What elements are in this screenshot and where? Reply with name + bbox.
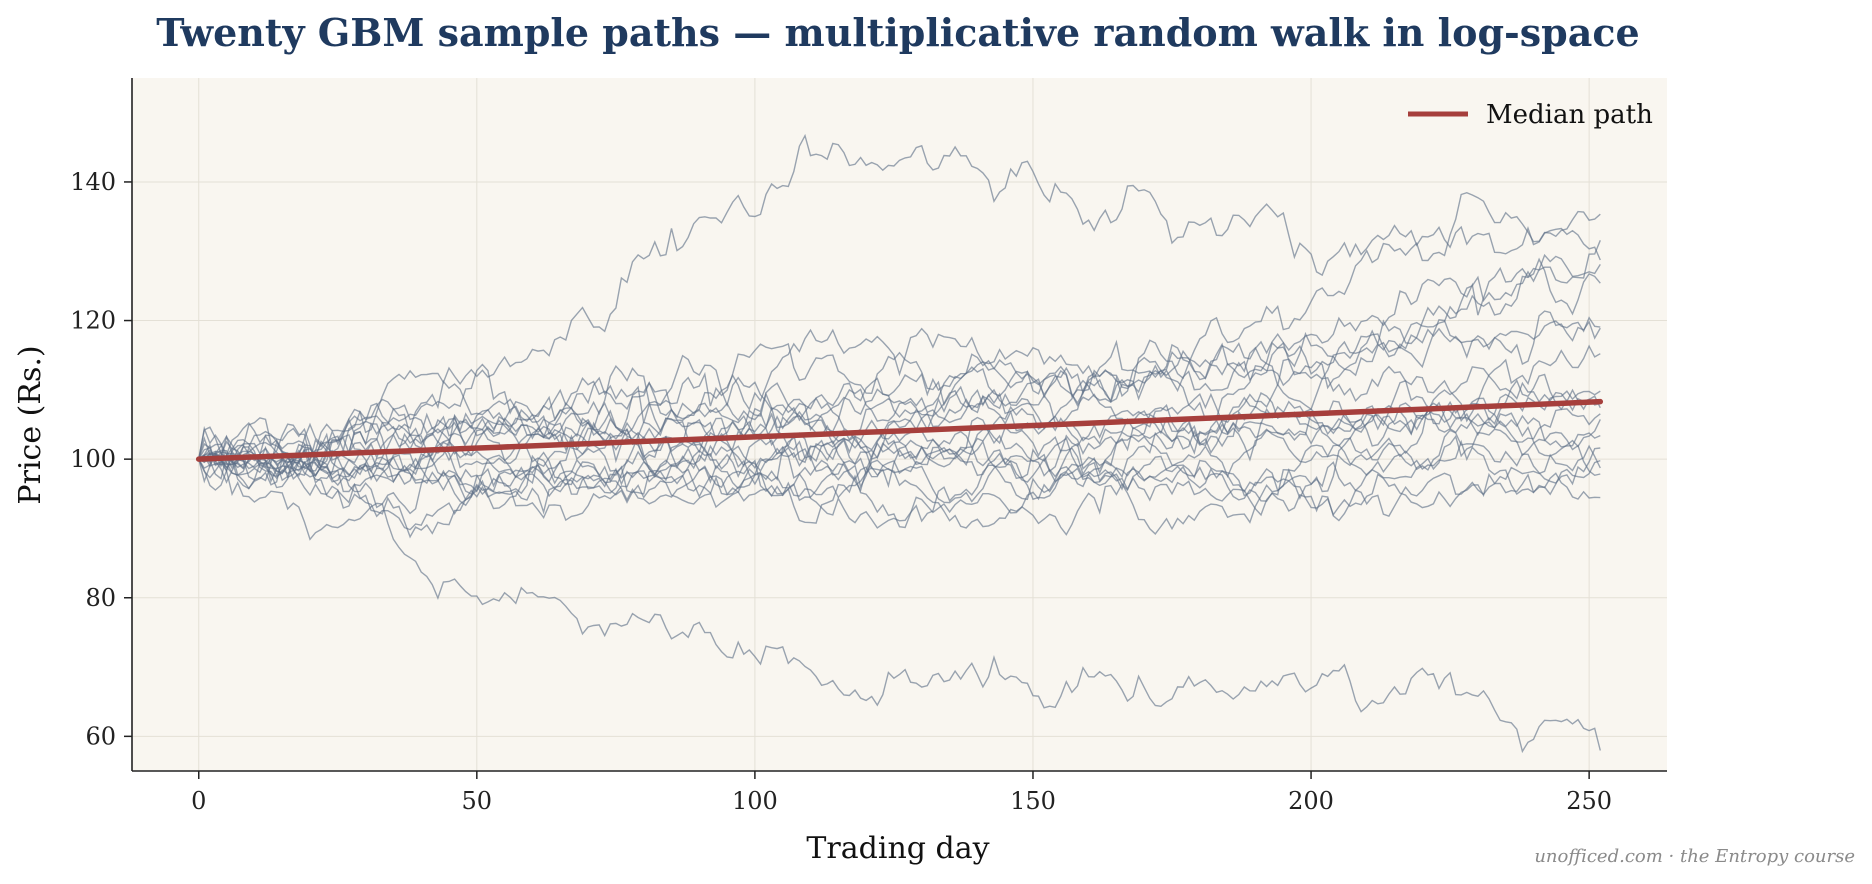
y-tick-label-60: 60 bbox=[85, 722, 116, 750]
y-tick-label-100: 100 bbox=[70, 445, 116, 473]
sample-path-1 bbox=[198, 404, 1601, 515]
sample-path-20 bbox=[198, 379, 1601, 495]
sample-path-19 bbox=[198, 344, 1601, 529]
legend-label-median: Median path bbox=[1486, 100, 1653, 130]
sample-path-16 bbox=[198, 191, 1601, 481]
median-path-layer bbox=[195, 398, 1604, 462]
tick-labels: 0 50 100 150 200 250 60 80 100 120 140 bbox=[70, 168, 1612, 815]
x-axis-label: Trading day bbox=[806, 831, 989, 866]
sample-path-4 bbox=[198, 133, 1601, 478]
x-tick-label-100: 100 bbox=[732, 787, 778, 815]
x-tick-label-200: 200 bbox=[1288, 787, 1334, 815]
sample-path-12 bbox=[198, 402, 1601, 531]
sample-path-13 bbox=[198, 366, 1601, 486]
sample-path-10 bbox=[198, 257, 1601, 462]
x-tick-label-150: 150 bbox=[1010, 787, 1056, 815]
y-tick-label-120: 120 bbox=[70, 307, 116, 335]
sample-path-14 bbox=[198, 253, 1601, 486]
y-tick-label-140: 140 bbox=[70, 168, 116, 196]
median-path-line bbox=[195, 398, 1604, 462]
x-tick-label-0: 0 bbox=[191, 787, 206, 815]
legend: Median path bbox=[1408, 100, 1653, 130]
axes bbox=[131, 78, 1667, 772]
y-axis-label: Price (Rs.) bbox=[13, 345, 48, 504]
sample-path-15 bbox=[198, 428, 1601, 539]
x-tick-label-250: 250 bbox=[1566, 787, 1612, 815]
x-tick-label-50: 50 bbox=[462, 787, 493, 815]
y-tick-label-80: 80 bbox=[85, 584, 116, 612]
chart-title: Twenty GBM sample paths — multiplicative… bbox=[156, 10, 1639, 55]
credit-text: unofficed.com · the Entropy course bbox=[1534, 846, 1855, 867]
sample-path-7 bbox=[198, 458, 1601, 754]
sample-paths bbox=[198, 133, 1601, 754]
